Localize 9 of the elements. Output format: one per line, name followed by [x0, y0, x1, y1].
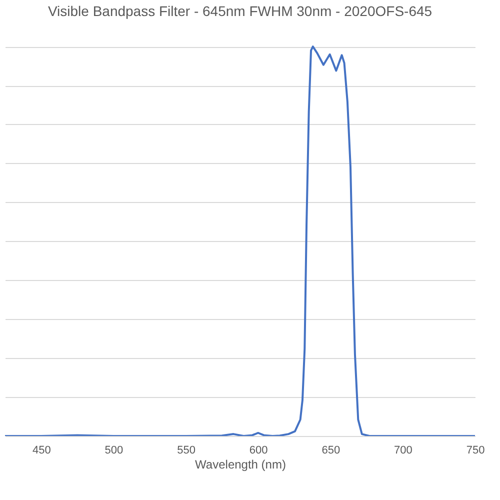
x-tick-label: 600 — [249, 444, 268, 456]
x-tick-label: 500 — [104, 444, 124, 456]
x-tick-label: 450 — [32, 444, 51, 456]
chart-title: Visible Bandpass Filter - 645nm FWHM 30nm - 2020OFS-645 — [48, 3, 432, 19]
x-axis-title: Wavelength (nm) — [195, 458, 286, 472]
x-tick-label: 650 — [322, 444, 340, 456]
x-tick-label: 700 — [394, 444, 412, 456]
x-tick-label: 750 — [466, 444, 485, 456]
x-tick-label: 550 — [177, 444, 196, 456]
